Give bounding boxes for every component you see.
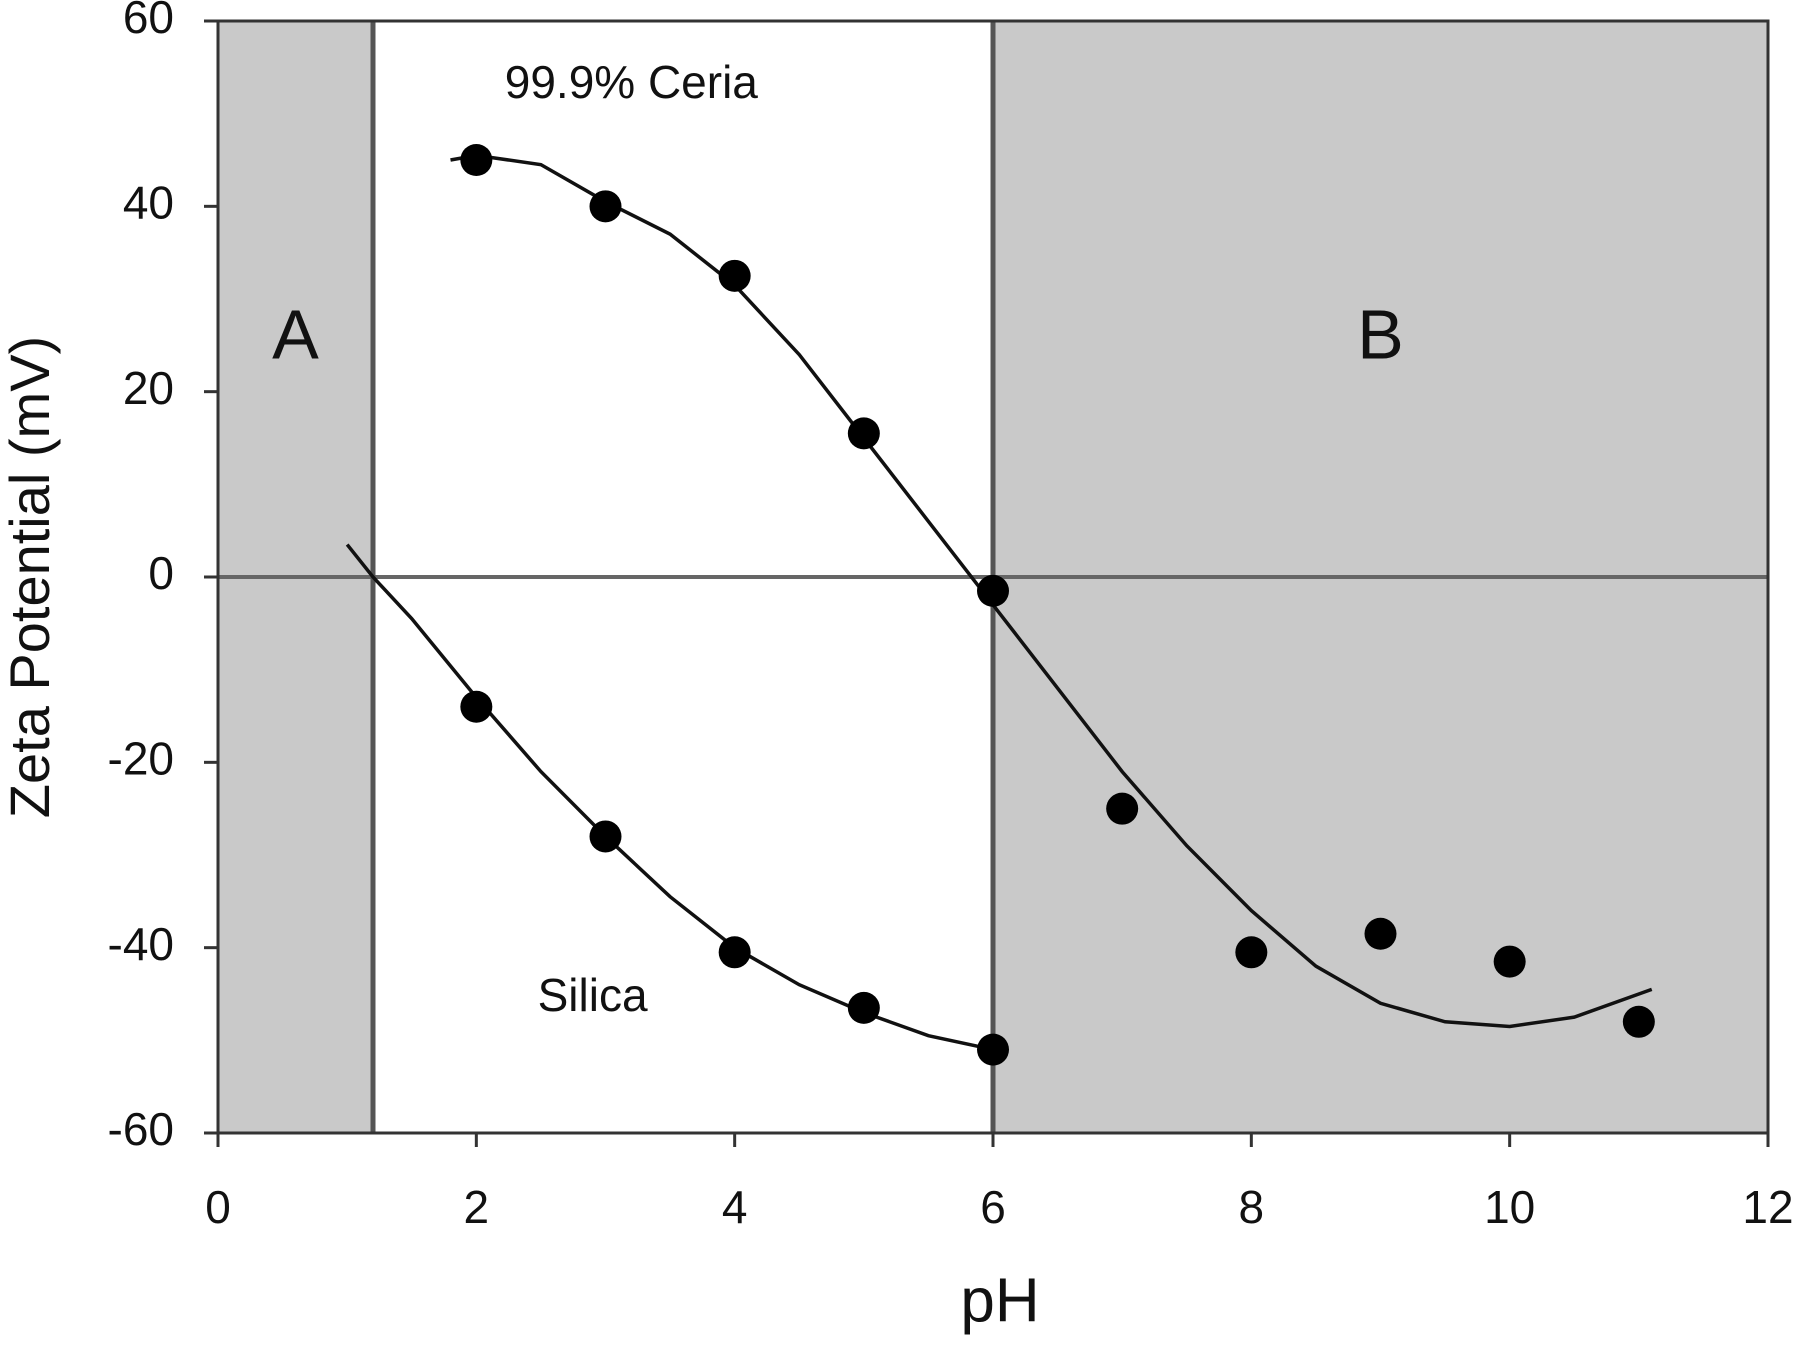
data-point: [847, 991, 880, 1024]
data-point: [847, 417, 880, 450]
data-point: [1235, 936, 1268, 969]
data-point: [460, 144, 493, 176]
x-tick-label: 4: [722, 1181, 748, 1233]
data-point: [1622, 1005, 1655, 1038]
data-point: [718, 259, 751, 292]
region-label: B: [1357, 295, 1404, 373]
y-tick-label: -20: [108, 732, 174, 784]
series-annotation: Silica: [538, 969, 648, 1021]
x-axis-label: pH: [960, 1266, 1039, 1335]
data-point: [589, 820, 622, 853]
fit-curve: [345, 543, 994, 1052]
data-point: [977, 574, 1009, 607]
series-annotation: 99.9% Ceria: [505, 56, 759, 108]
x-tick-label: 8: [1239, 1181, 1265, 1233]
data-point: [977, 1033, 1009, 1066]
data-point: [718, 936, 751, 969]
y-tick-label: 20: [123, 362, 174, 414]
x-tick-label: 12: [1742, 1181, 1793, 1233]
data-point: [589, 190, 622, 223]
region-label: A: [272, 295, 319, 373]
x-tick-label: 2: [464, 1181, 490, 1233]
x-tick-label: 6: [980, 1181, 1006, 1233]
data-point: [1364, 917, 1397, 950]
data-point: [460, 690, 493, 723]
x-tick-label: 0: [205, 1181, 231, 1233]
y-tick-label: -40: [108, 918, 174, 970]
y-tick-label: 60: [123, 0, 174, 43]
y-tick-label: -60: [108, 1103, 174, 1155]
x-tick-label: 10: [1484, 1181, 1535, 1233]
y-tick-label: 0: [148, 547, 174, 599]
y-axis-label: Zeta Potential (mV): [0, 336, 61, 818]
data-point: [1106, 792, 1139, 825]
data-point: [1493, 945, 1526, 978]
y-tick-label: 40: [123, 176, 174, 228]
